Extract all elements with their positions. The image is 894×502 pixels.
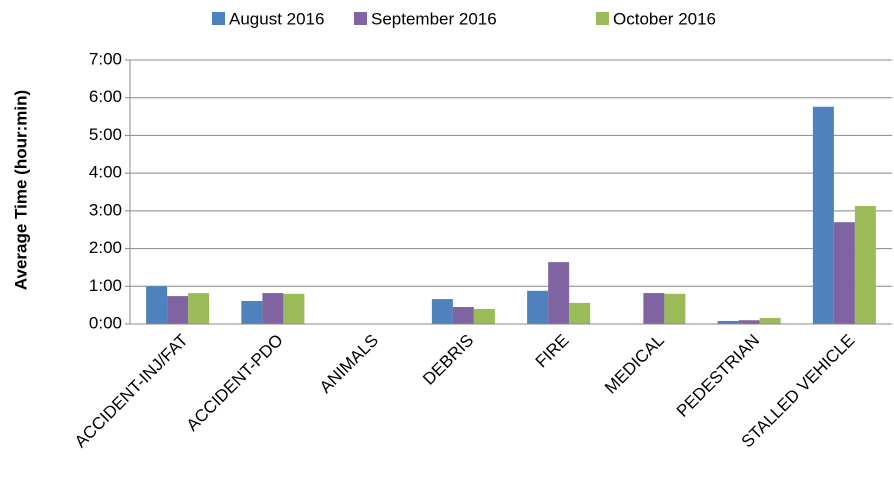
x-tick-label: PEDESTRIAN	[673, 331, 763, 421]
x-tick-label: ACCIDENT-INJ/FAT	[71, 331, 192, 452]
bar	[188, 293, 210, 324]
y-tick-label: 1:00	[89, 276, 122, 295]
x-tick-label: DEBRIS	[419, 331, 477, 389]
bar	[569, 302, 591, 324]
y-tick-label: 2:00	[89, 238, 122, 257]
bar	[759, 317, 781, 324]
x-tick-label: ANIMALS	[316, 331, 382, 397]
bar	[548, 262, 570, 324]
bar	[241, 300, 263, 324]
x-tick-label: FIRE	[532, 331, 573, 372]
bar	[452, 307, 474, 324]
bar	[167, 296, 189, 324]
bar	[833, 222, 855, 324]
legend-label: September 2016	[371, 9, 497, 28]
bar	[854, 205, 876, 324]
legend-swatch	[354, 12, 367, 25]
bar	[283, 293, 305, 324]
bar	[431, 299, 453, 324]
x-tick-label: MEDICAL	[601, 331, 668, 398]
y-tick-label: 5:00	[89, 125, 122, 144]
bar	[643, 293, 665, 324]
bar	[717, 320, 739, 324]
bar	[473, 308, 495, 324]
legend-swatch	[596, 12, 609, 25]
y-tick-label: 4:00	[89, 163, 122, 182]
bar	[262, 293, 284, 324]
bar	[146, 286, 168, 324]
legend-swatch	[212, 12, 225, 25]
y-tick-label: 6:00	[89, 87, 122, 106]
y-tick-label: 0:00	[89, 313, 122, 332]
bar	[527, 290, 549, 324]
bar	[812, 106, 834, 324]
legend-label: October 2016	[613, 9, 716, 28]
bar	[738, 320, 760, 324]
legend-label: August 2016	[229, 9, 324, 28]
y-tick-label: 7:00	[89, 49, 122, 68]
x-tick-label: ACCIDENT-PDO	[183, 331, 287, 435]
bar	[664, 293, 686, 324]
y-tick-label: 3:00	[89, 200, 122, 219]
y-axis-title: Average Time (hour:min)	[11, 90, 30, 290]
